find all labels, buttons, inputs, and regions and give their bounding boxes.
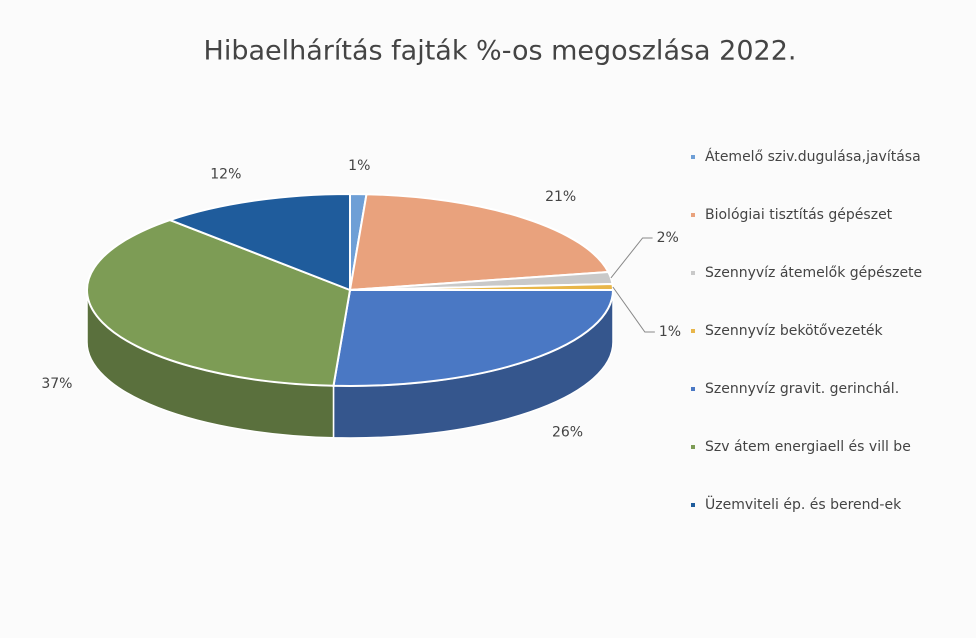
legend-label: Szennyvíz átemelők gépészete xyxy=(705,265,922,281)
legend-swatch xyxy=(691,329,695,333)
data-label: 21% xyxy=(545,189,576,205)
legend-label: Biológiai tisztítás gépészet xyxy=(705,207,893,223)
legend-swatch xyxy=(691,213,695,217)
pie-slice xyxy=(332,289,615,387)
legend-label: Üzemviteli ép. és berend-ek xyxy=(705,495,902,513)
data-label: 12% xyxy=(210,167,241,183)
chart-title: Hibaelhárítás fajták %-os megoszlása 202… xyxy=(204,36,797,67)
pie-slice xyxy=(348,193,610,292)
data-label: 2% xyxy=(657,230,679,246)
legend-label: Szennyvíz gravit. gerinchál. xyxy=(705,381,899,397)
data-label: 26% xyxy=(552,424,583,440)
legend-label: Szv átem energiaell és vill be xyxy=(705,439,911,455)
legend-swatch xyxy=(691,155,695,159)
legend-swatch xyxy=(691,445,695,449)
legend-label: Átemelő sziv.dugulása,javítása xyxy=(705,148,921,165)
pie-slice xyxy=(167,192,351,292)
leader-line xyxy=(610,237,653,279)
data-label: 37% xyxy=(41,376,72,392)
leader-line xyxy=(612,286,655,333)
legend-swatch xyxy=(691,387,695,391)
legend-swatch xyxy=(691,271,695,275)
pie-slice xyxy=(86,218,352,387)
legend-swatch xyxy=(691,503,695,507)
legend-label: Szennyvíz bekötővezeték xyxy=(705,323,884,339)
data-label: 1% xyxy=(348,158,370,174)
data-label: 1% xyxy=(659,324,681,340)
